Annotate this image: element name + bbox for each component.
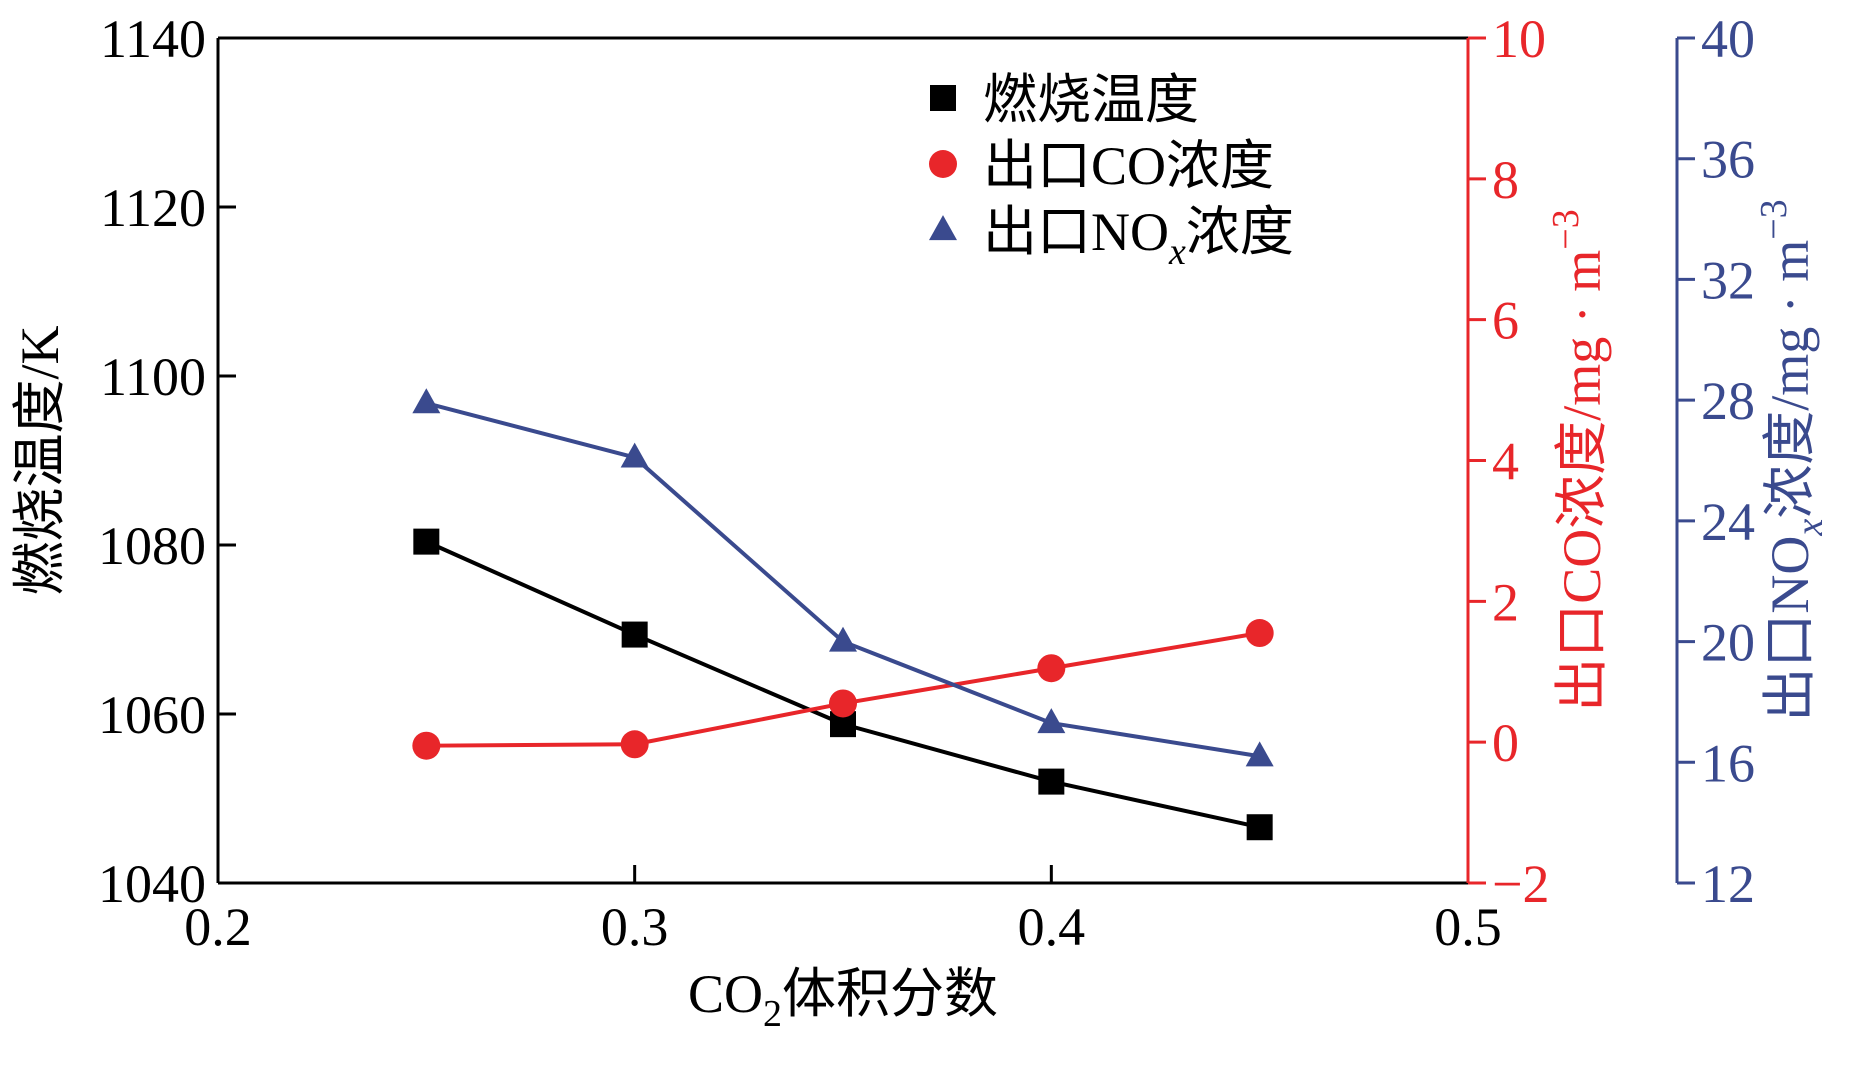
right-axis-nox-title-post: 浓度/mg · m xyxy=(1760,240,1820,519)
legend-item-temperature: 燃烧温度 xyxy=(930,70,1199,130)
series-nox-point xyxy=(1245,741,1274,767)
right-axis-co-title-main: 出口CO浓度/mg · m xyxy=(1552,250,1612,712)
right-axis-co-tick-label: 0 xyxy=(1492,713,1519,773)
x-axis-title-subscript: 2 xyxy=(763,993,782,1035)
left-y-axis-title: 燃烧温度/K xyxy=(10,325,70,595)
series-nox-point xyxy=(829,626,857,652)
legend-marker-nox xyxy=(929,215,957,241)
legend-label-nox: 出口NOx浓度 xyxy=(983,202,1294,273)
legend-label-co: 出口CO浓度 xyxy=(983,136,1274,196)
x-axis-title-suffix: 体积分数 xyxy=(782,964,998,1024)
legend-label-subscript: x xyxy=(1168,231,1186,273)
left-y-tick-label: 1140 xyxy=(100,9,206,69)
legend-item-nox: 出口NOx浓度 xyxy=(929,202,1294,273)
series-nox-point xyxy=(1037,708,1066,734)
right-axis-co-tick-label: 10 xyxy=(1492,9,1546,69)
series-nox-point xyxy=(620,442,649,468)
series-temperature xyxy=(413,528,1273,841)
right-axis-nox-tick-label: 16 xyxy=(1701,733,1755,793)
right-axis-nox-tick-label: 12 xyxy=(1701,854,1755,914)
legend-marker-temperature xyxy=(930,85,956,111)
series-nox-point xyxy=(412,388,441,414)
right-axis-nox-title-pre: 出口NO xyxy=(1760,536,1820,722)
right-axis-co-tick-label: −2 xyxy=(1492,854,1549,914)
x-tick-label: 0.5 xyxy=(1434,897,1502,957)
right-axis-co-tick-label: 2 xyxy=(1492,572,1519,632)
legend-label-pre: 出口NO xyxy=(983,202,1169,262)
x-tick-label: 0.2 xyxy=(184,897,252,957)
x-axis-title-prefix: CO xyxy=(688,964,763,1024)
right-axis-nox-tick-label: 40 xyxy=(1701,9,1755,69)
left-y-tick-label: 1100 xyxy=(100,347,206,407)
series-temperature-point xyxy=(1246,814,1273,841)
series-temperature-point xyxy=(1038,768,1065,795)
right-axis-nox-tick-label: 20 xyxy=(1701,613,1755,673)
right-axis-nox-title-superscript: −3 xyxy=(1753,199,1795,239)
x-tick-label: 0.4 xyxy=(1018,897,1086,957)
right-axis-nox-tick-label: 24 xyxy=(1701,492,1755,552)
series-co-point xyxy=(829,689,857,718)
right-axis-co-tick-label: 8 xyxy=(1492,150,1519,210)
series-co-point xyxy=(412,731,441,760)
right-axis-nox-title-subscript: x xyxy=(1789,519,1831,537)
legend-label-temperature: 燃烧温度 xyxy=(983,70,1199,130)
series-co xyxy=(412,619,1274,760)
legend-item-co: 出口CO浓度 xyxy=(929,136,1274,196)
series-co-point xyxy=(1037,654,1066,683)
series-co-point xyxy=(1245,619,1274,648)
right-axis-nox-tick-label: 36 xyxy=(1701,130,1755,190)
right-axis-nox-title: 出口NOx浓度/mg · m−3 xyxy=(1753,199,1831,721)
right-axis-co-tick-label: 4 xyxy=(1492,432,1519,492)
left-y-tick-label: 1040 xyxy=(98,854,206,914)
right-axis-nox-tick-label: 32 xyxy=(1701,250,1755,310)
right-axis-co-title-superscript: −3 xyxy=(1545,209,1587,249)
legend-label-post: 浓度 xyxy=(1186,202,1294,262)
series-temperature-point xyxy=(621,621,648,648)
x-axis-title: CO2体积分数 xyxy=(688,964,998,1035)
left-y-tick-label: 1060 xyxy=(98,685,206,745)
right-axis-co-title: 出口CO浓度/mg · m−3 xyxy=(1545,209,1612,711)
legend-marker-co xyxy=(929,150,957,178)
x-tick-label: 0.3 xyxy=(601,897,669,957)
series-co-point xyxy=(620,730,649,759)
series-temperature-point xyxy=(413,528,440,555)
right-axis-co-tick-label: 6 xyxy=(1492,291,1519,351)
right-axis-nox-tick-label: 28 xyxy=(1701,371,1755,431)
left-y-tick-label: 1080 xyxy=(98,516,206,576)
series-nox xyxy=(412,388,1274,767)
left-y-tick-label: 1120 xyxy=(100,178,206,238)
